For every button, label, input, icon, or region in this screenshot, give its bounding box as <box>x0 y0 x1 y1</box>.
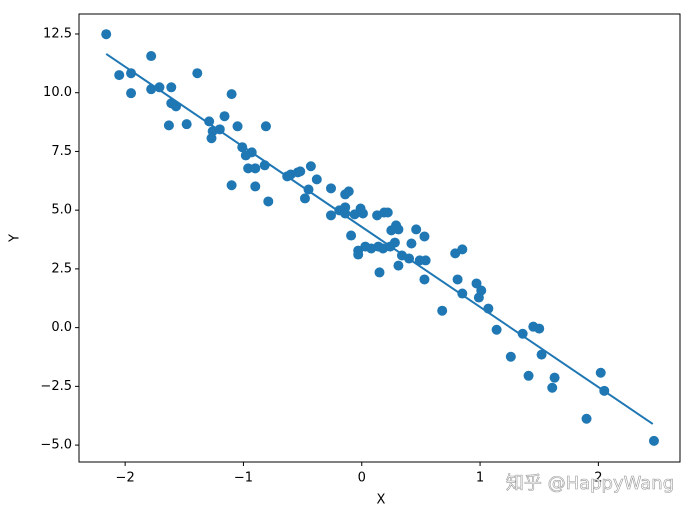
scatter-point <box>491 324 502 335</box>
scatter-point <box>595 367 606 378</box>
scatter-point <box>452 274 463 285</box>
x-tick-label: 1 <box>476 471 484 486</box>
x-axis-label: X <box>377 493 386 508</box>
scatter-point <box>163 120 174 131</box>
scatter-point <box>534 323 545 334</box>
scatter-point <box>393 224 404 235</box>
scatter-point <box>226 89 237 100</box>
x-tick-label: 0 <box>358 471 366 486</box>
y-tick-label: 5.0 <box>51 203 72 218</box>
scatter-point <box>547 382 558 393</box>
scatter-point <box>523 370 534 381</box>
y-tick-label: 2.5 <box>51 261 72 276</box>
scatter-point <box>295 166 306 177</box>
scatter-point <box>505 351 516 362</box>
scatter-point <box>250 163 261 174</box>
y-tick-label: −5.0 <box>40 438 72 453</box>
scatter-point <box>536 349 547 360</box>
scatter-point <box>305 161 316 172</box>
scatter-point <box>549 372 560 383</box>
scatter-point <box>581 413 592 424</box>
scatter-point <box>325 183 336 194</box>
scatter-point <box>517 328 528 339</box>
scatter-point <box>419 231 430 242</box>
plot-frame <box>78 13 681 463</box>
scatter-point <box>154 82 165 93</box>
scatter-point <box>299 193 310 204</box>
scatter-point <box>406 238 417 249</box>
scatter-point <box>126 68 137 79</box>
y-tick-label: 0.0 <box>51 320 72 335</box>
scatter-point <box>420 255 431 266</box>
y-tick-label: 10.0 <box>43 85 72 100</box>
scatter-point <box>101 29 112 40</box>
scatter-point <box>243 163 254 174</box>
scatter-point <box>250 181 261 192</box>
scatter-point <box>204 116 215 127</box>
scatter-point <box>206 133 217 144</box>
scatter-point <box>114 70 125 81</box>
y-axis-label: Y <box>8 234 23 243</box>
scatter-point <box>192 68 203 79</box>
scatter-point <box>357 208 368 219</box>
scatter-point <box>126 88 137 99</box>
x-tick-label: −1 <box>234 471 253 486</box>
x-tick-label: −2 <box>116 471 135 486</box>
y-tick-label: 12.5 <box>43 26 72 41</box>
x-tick-label: 2 <box>594 471 602 486</box>
scatter-point <box>437 305 448 316</box>
scatter-point <box>471 278 482 289</box>
scatter-point <box>146 51 157 62</box>
y-tick-label: −2.5 <box>40 379 72 394</box>
scatter-point <box>457 244 468 255</box>
scatter-point <box>226 180 237 191</box>
scatter-point <box>219 111 230 122</box>
scatter-point <box>263 196 274 207</box>
scatter-point <box>166 82 177 93</box>
y-tick-label: 7.5 <box>51 144 72 159</box>
scatter-point <box>353 249 364 260</box>
scatter-point <box>374 267 385 278</box>
fit-line <box>105 53 654 425</box>
scatter-point <box>346 230 357 241</box>
scatter-point <box>476 285 487 296</box>
scatter-point <box>389 237 400 248</box>
scatter-point <box>181 119 192 130</box>
scatter-point <box>311 174 322 185</box>
scatter-point <box>648 435 659 446</box>
scatter-point <box>419 274 430 285</box>
scatter-point <box>340 208 351 219</box>
scatter-point <box>340 189 351 200</box>
scatter-point <box>325 210 336 221</box>
watermark: 知乎 @HappyWang <box>506 473 674 494</box>
scatter-point <box>260 121 271 132</box>
scatter-point <box>382 207 393 218</box>
scatter-point <box>393 260 404 271</box>
scatter-point <box>232 121 243 132</box>
scatter-point <box>411 224 422 235</box>
